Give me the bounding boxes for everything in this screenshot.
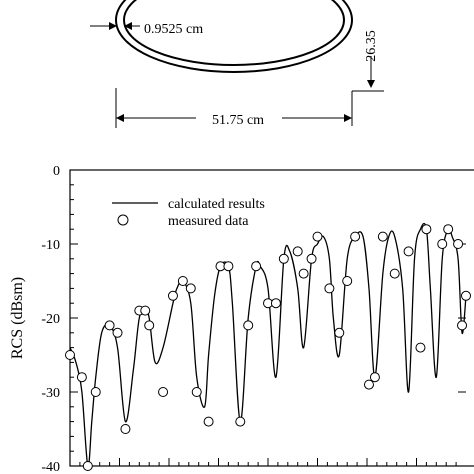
measured-data-point bbox=[112, 327, 123, 338]
measured-data-point bbox=[223, 261, 234, 272]
height-label: 26.35 bbox=[364, 30, 379, 62]
legend-label-measured: measured data bbox=[168, 214, 249, 229]
legend-label-calculated: calculated results bbox=[168, 197, 265, 212]
measured-data-point bbox=[278, 253, 289, 264]
measured-data-point bbox=[270, 298, 281, 309]
measured-data-point bbox=[185, 283, 196, 294]
y-axis-label: RCS (dBsm) bbox=[9, 277, 26, 359]
outer-ellipse bbox=[115, 0, 353, 73]
thickness-label: 0.9525 cm bbox=[144, 22, 203, 37]
measured-data-point bbox=[235, 416, 246, 427]
measured-data-point bbox=[306, 253, 317, 264]
calculated-results-line bbox=[69, 222, 467, 467]
x-axis bbox=[79, 458, 457, 466]
measured-data-point bbox=[421, 224, 432, 235]
plot-frame bbox=[69, 169, 474, 467]
measured-data-point bbox=[350, 231, 361, 242]
measured-data-point bbox=[437, 239, 448, 249]
width-label: 51.75 cm bbox=[212, 113, 264, 128]
y-tick-label: -40 bbox=[41, 460, 60, 474]
inner-ellipse bbox=[123, 0, 345, 66]
measured-data-point bbox=[251, 261, 262, 272]
measured-data-point bbox=[457, 320, 468, 331]
y-tick-label: -20 bbox=[41, 312, 60, 327]
measured-data-point bbox=[140, 305, 151, 316]
width-arrow-right bbox=[344, 114, 352, 122]
measured-data-point bbox=[453, 239, 464, 249]
measured-data-point bbox=[158, 387, 169, 397]
width-arrow-left bbox=[116, 114, 124, 122]
measured-data-point bbox=[389, 268, 400, 279]
measured-data-point bbox=[443, 224, 454, 235]
measured-data-point bbox=[324, 283, 335, 294]
legend: calculated results measured data bbox=[112, 197, 265, 229]
series-group bbox=[65, 222, 471, 471]
measured-data-point bbox=[177, 276, 188, 286]
measured-data-point bbox=[144, 320, 155, 331]
measured-data-point bbox=[104, 320, 115, 331]
measured-data-point bbox=[65, 350, 75, 360]
measured-data-point bbox=[120, 424, 131, 434]
measured-data-point bbox=[363, 379, 374, 390]
measured-data-point bbox=[312, 231, 323, 242]
measured-data-point bbox=[334, 327, 345, 338]
thickness-arrow-head bbox=[109, 22, 117, 30]
rcs-chart: 0 -10 -20 -30 -40 RCS (dBsm) calculated resu… bbox=[9, 164, 474, 474]
measured-data-point bbox=[203, 416, 214, 427]
measured-data-point bbox=[461, 290, 471, 301]
y-tick-label: -10 bbox=[41, 238, 60, 253]
y-axis: 0 -10 -20 -30 -40 bbox=[41, 164, 466, 474]
ellipse-diagram: 0.9525 cm 26.35 51.75 cm bbox=[90, 0, 384, 128]
measured-data-point bbox=[90, 387, 101, 397]
measured-data-point bbox=[82, 461, 93, 471]
measured-data-point bbox=[415, 342, 426, 353]
y-tick-label: -30 bbox=[41, 386, 60, 401]
measured-data-point bbox=[167, 290, 178, 301]
height-arrow-head bbox=[367, 80, 375, 88]
measured-data-point bbox=[342, 276, 353, 286]
measured-data-point bbox=[377, 231, 388, 242]
measured-data-point bbox=[292, 246, 303, 257]
measured-data-point bbox=[76, 372, 87, 383]
measured-data-point bbox=[403, 246, 414, 257]
y-tick-label: 0 bbox=[53, 164, 60, 179]
legend-marker-swatch bbox=[117, 214, 129, 226]
measured-data-point bbox=[191, 387, 202, 397]
measured-data-point bbox=[369, 372, 380, 383]
measured-data-point bbox=[298, 268, 309, 279]
measured-data-point bbox=[243, 320, 254, 331]
